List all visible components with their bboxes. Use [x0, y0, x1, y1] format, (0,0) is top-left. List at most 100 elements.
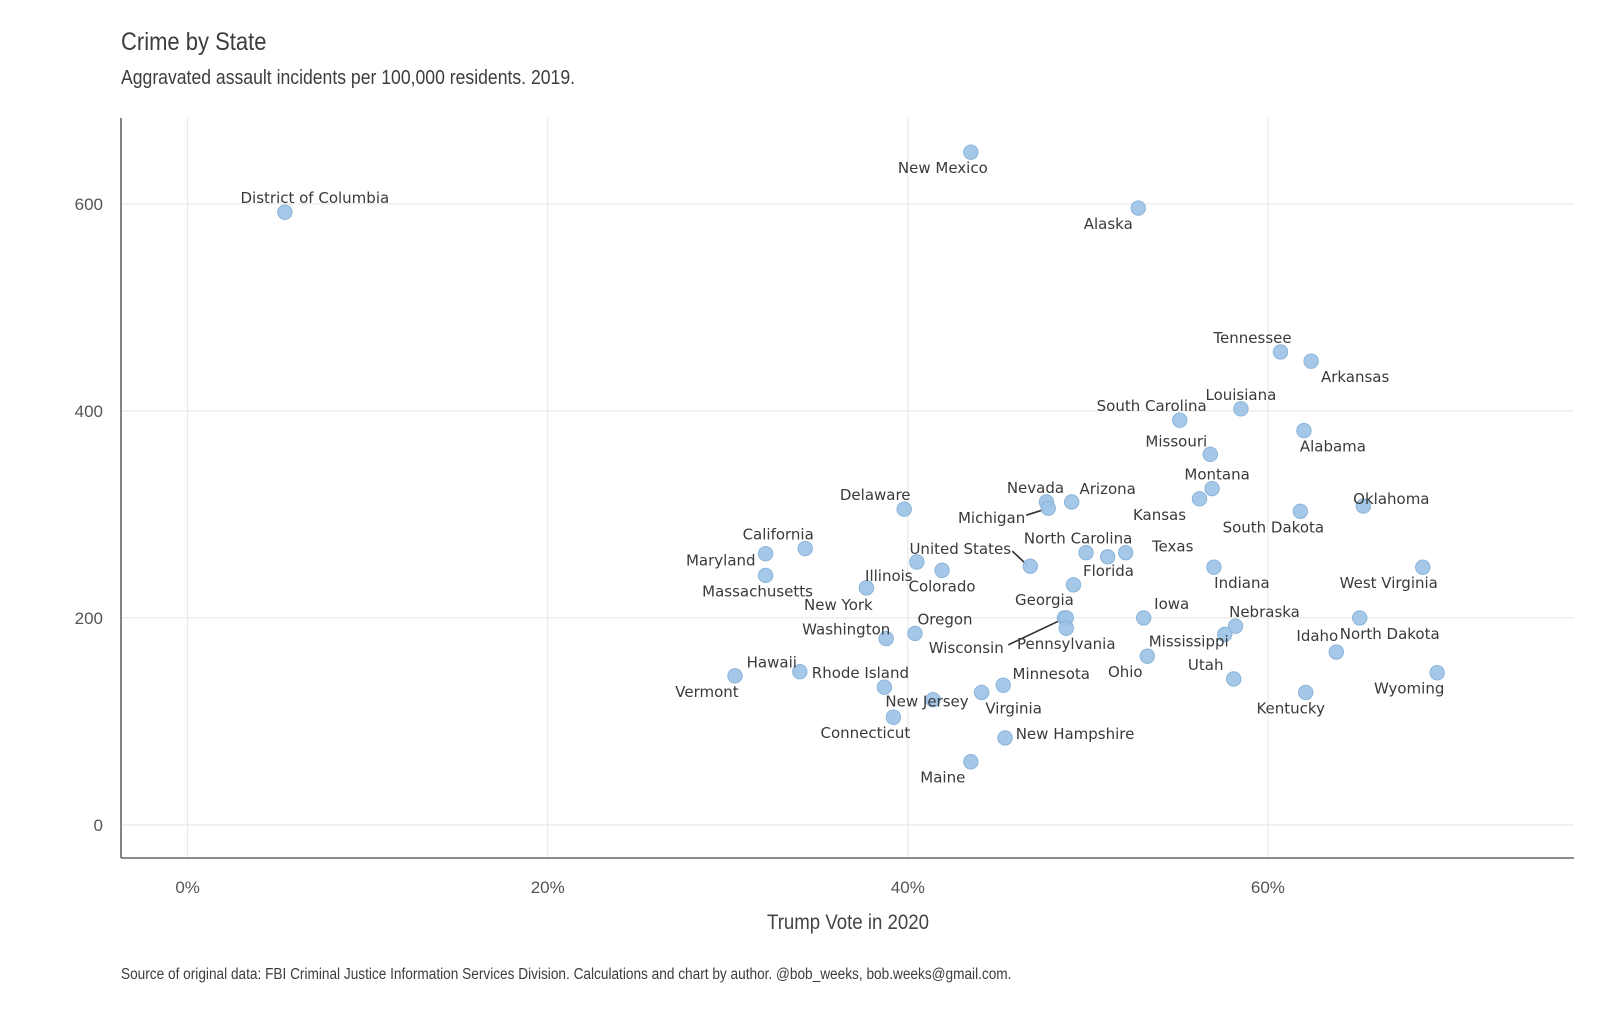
label-idaho: Idaho [1296, 627, 1338, 645]
point-minnesota [995, 677, 1011, 693]
leader-wisconsin [1007, 618, 1064, 646]
point-indiana [1206, 559, 1222, 575]
label-kansas: Kansas [1133, 506, 1186, 524]
point-delaware [896, 501, 912, 517]
label-virginia: Virginia [985, 699, 1042, 717]
point-wyoming [1429, 665, 1445, 681]
point-california [797, 540, 813, 557]
label-new-mexico: New Mexico [898, 159, 988, 177]
label-north-dakota: North Dakota [1340, 625, 1440, 643]
label-west-virginia: West Virginia [1340, 574, 1438, 592]
label-alabama: Alabama [1300, 438, 1366, 456]
label-colorado: Colorado [908, 577, 975, 595]
point-texas [1117, 544, 1134, 561]
point-maryland [757, 546, 774, 562]
point-hawaii [792, 664, 808, 680]
chart-subtitle: Aggravated assault incidents per 100,000… [121, 67, 575, 89]
point-mississippi [1217, 626, 1233, 643]
label-new-jersey: New Jersey [885, 693, 968, 711]
label-vermont: Vermont [675, 683, 739, 701]
label-south-dakota: South Dakota [1223, 518, 1325, 536]
y-tick-label: 600 [75, 195, 103, 214]
point-new-hampshire [997, 730, 1013, 746]
label-arkansas: Arkansas [1321, 368, 1390, 386]
label-ohio: Ohio [1108, 663, 1143, 681]
y-tick-label: 0 [94, 816, 103, 835]
label-mississippi: Mississippi [1149, 632, 1229, 650]
x-tick-label: 40% [891, 878, 925, 897]
point-nebraska [1227, 618, 1244, 634]
point-oregon [907, 625, 923, 642]
label-delaware: Delaware [840, 486, 911, 504]
label-illinois: Illinois [865, 567, 913, 585]
point-idaho [1328, 644, 1345, 660]
label-utah: Utah [1188, 656, 1224, 674]
point-utah [1226, 671, 1242, 687]
label-kentucky: Kentucky [1256, 699, 1325, 717]
point-new-york [858, 580, 875, 596]
label-new-york: New York [804, 596, 873, 614]
point-illinois [909, 554, 925, 570]
point-tennessee [1272, 344, 1289, 360]
point-vermont [727, 668, 743, 684]
point-north-carolina [1078, 544, 1094, 561]
point-iowa [1135, 610, 1152, 626]
label-louisiana: Louisiana [1205, 386, 1276, 404]
point-south-carolina [1171, 412, 1188, 428]
point-massachusetts [757, 567, 774, 584]
label-hawaii: Hawaii [747, 654, 797, 672]
label-south-carolina: South Carolina [1097, 397, 1207, 415]
label-wisconsin: Wisconsin [929, 639, 1004, 657]
point-north-dakota [1352, 610, 1368, 626]
label-missouri: Missouri [1145, 432, 1207, 450]
point-ohio [1139, 648, 1155, 664]
label-maryland: Maryland [686, 552, 756, 570]
point-missouri [1202, 446, 1218, 463]
point-florida [1065, 577, 1082, 593]
point-south-dakota [1292, 503, 1309, 519]
point-new-mexico [963, 144, 979, 160]
label-oregon: Oregon [917, 610, 972, 628]
chart-title: Crime by State [121, 28, 267, 56]
label-nevada: Nevada [1007, 479, 1064, 497]
point-united-states [1022, 558, 1038, 574]
label-maine: Maine [920, 769, 965, 787]
point-virginia [973, 684, 990, 701]
point-oklahoma [1355, 498, 1372, 514]
label-california: California [743, 526, 814, 544]
label-wyoming: Wyoming [1374, 680, 1444, 698]
label-pennsylvania: Pennsylvania [1017, 635, 1116, 653]
point-louisiana [1233, 401, 1249, 417]
label-district-of-columbia: District of Columbia [240, 189, 389, 207]
point-pennsylvania [1058, 620, 1074, 636]
label-florida: Florida [1083, 562, 1134, 580]
point-rhode-island [876, 679, 893, 695]
label-montana: Montana [1184, 466, 1249, 484]
x-tick-label: 0% [175, 878, 200, 897]
label-texas: Texas [1151, 538, 1194, 556]
label-north-carolina: North Carolina [1024, 530, 1132, 548]
data-points [277, 144, 1445, 770]
point-west-virginia [1415, 559, 1431, 575]
point-arizona [1063, 494, 1080, 510]
label-indiana: Indiana [1214, 574, 1270, 592]
point-arkansas [1303, 353, 1319, 369]
point-washington [878, 630, 894, 647]
point-alabama [1296, 422, 1312, 439]
label-nebraska: Nebraska [1229, 603, 1300, 621]
label-connecticut: Connecticut [820, 724, 910, 742]
point-kansas [1191, 491, 1208, 507]
point-kentucky [1298, 684, 1314, 701]
label-georgia: Georgia [1015, 591, 1074, 609]
point-montana [1204, 480, 1220, 497]
y-tick-label: 200 [75, 609, 103, 628]
point-alaska [1130, 200, 1146, 216]
point-district-of-columbia [277, 204, 293, 220]
point-colorado [934, 562, 950, 578]
point-unlabeled [1099, 549, 1116, 565]
label-minnesota: Minnesota [1013, 665, 1090, 683]
label-united-states: United States [909, 540, 1011, 558]
x-tick-label: 20% [531, 878, 565, 897]
point-michigan [1040, 500, 1056, 516]
